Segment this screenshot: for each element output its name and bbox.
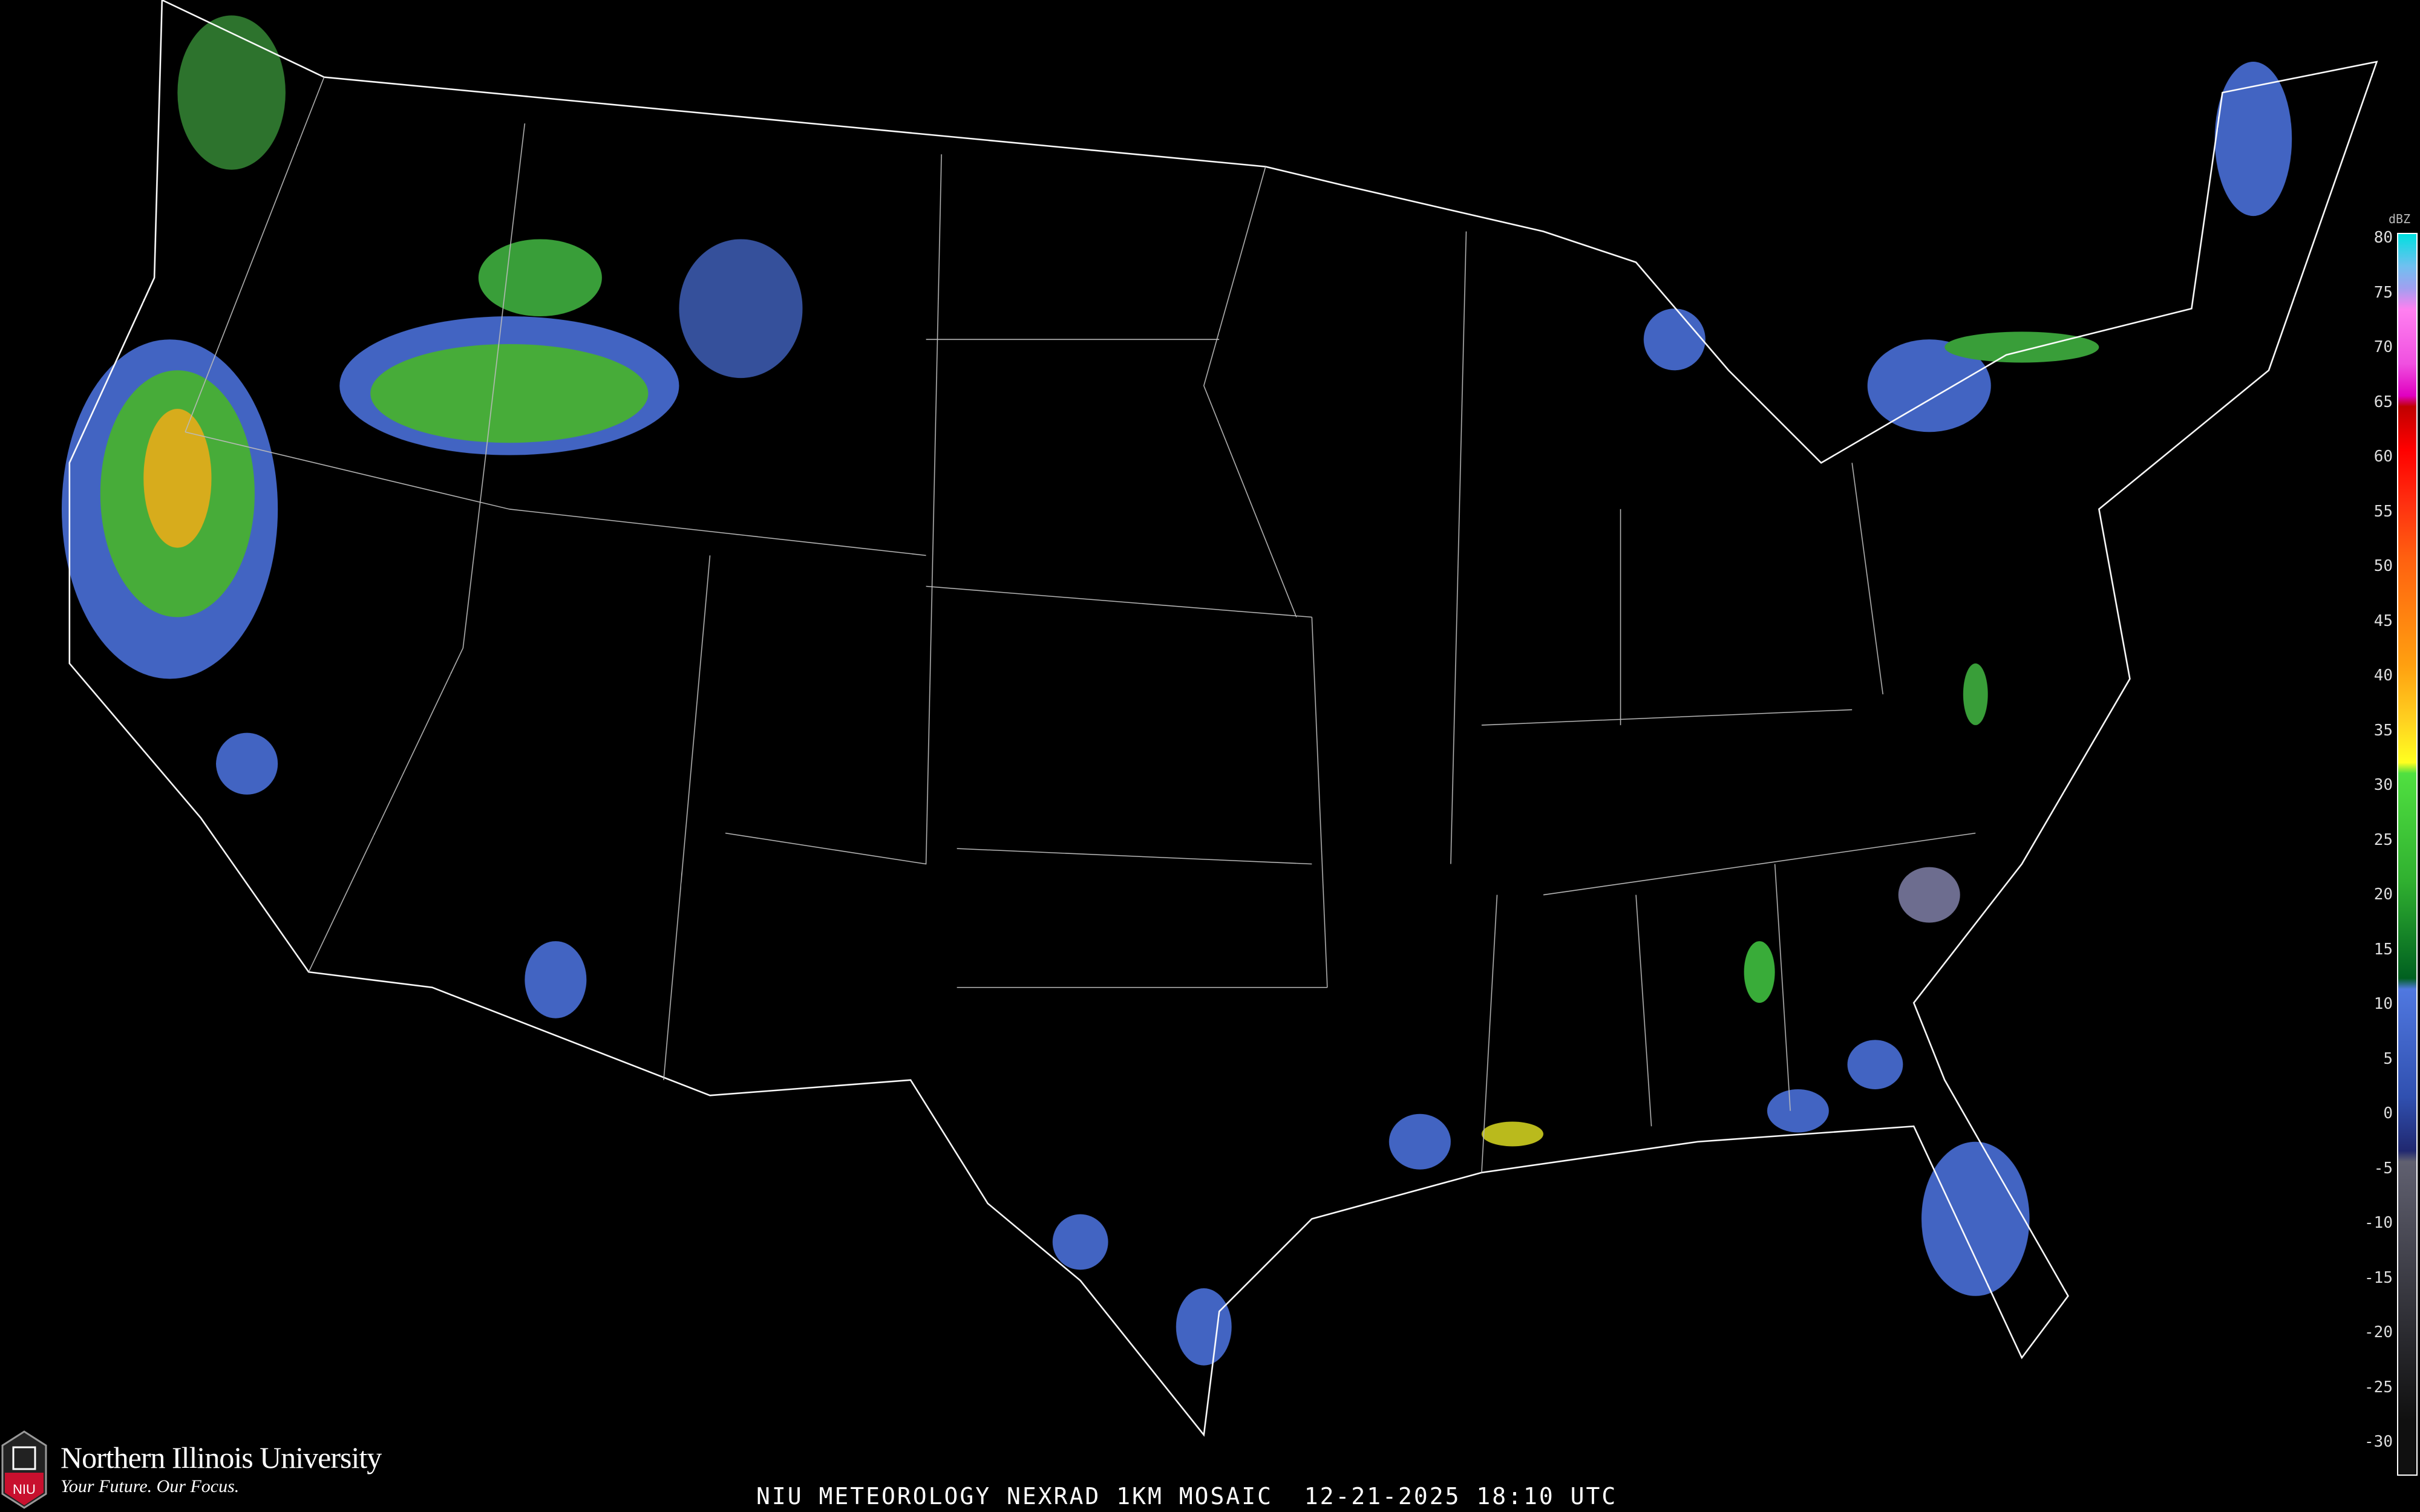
legend-unit: dBZ xyxy=(2389,212,2411,226)
legend-tick: -10 xyxy=(2364,1214,2393,1232)
legend-tick: 60 xyxy=(2373,448,2393,466)
radar-echoes xyxy=(62,15,2292,1366)
legend-tick: 20 xyxy=(2373,885,2393,904)
state-lines xyxy=(185,77,1976,1173)
legend-tick: -20 xyxy=(2364,1323,2393,1341)
legend-tick: 30 xyxy=(2373,776,2393,794)
legend-tick: 70 xyxy=(2373,338,2393,356)
legend-tick: 0 xyxy=(2383,1104,2393,1123)
legend-tick: 40 xyxy=(2373,666,2393,685)
legend-tick: -15 xyxy=(2364,1268,2393,1287)
university-tagline: Your Future. Our Focus. xyxy=(60,1476,240,1496)
legend-tick: 75 xyxy=(2373,283,2393,302)
legend-tick: 80 xyxy=(2373,229,2393,247)
niu-logo: NIU Northern Illinois University Your Fu… xyxy=(0,1430,382,1509)
university-name: Northern Illinois University xyxy=(60,1441,382,1475)
legend-tick: 5 xyxy=(2383,1049,2393,1068)
map-title: NIU METEOROLOGY NEXRAD 1KM MOSAIC 12-21-… xyxy=(756,1483,1618,1510)
legend-tick: 65 xyxy=(2373,393,2393,411)
legend-tick: -30 xyxy=(2364,1433,2393,1451)
legend-tick: 15 xyxy=(2373,940,2393,959)
us-border xyxy=(68,0,2378,1437)
shield-text: NIU xyxy=(13,1482,36,1497)
legend-tick: 55 xyxy=(2373,502,2393,521)
niu-shield-icon: NIU xyxy=(1,1430,47,1509)
legend-tick: 35 xyxy=(2373,721,2393,740)
legend-tick: 25 xyxy=(2373,830,2393,849)
legend-tick: 10 xyxy=(2373,995,2393,1013)
legend-tick: 50 xyxy=(2373,557,2393,575)
legend-color-bar xyxy=(2397,233,2418,1476)
legend-tick: 45 xyxy=(2373,611,2393,630)
legend-tick: -5 xyxy=(2373,1159,2393,1178)
legend-tick: -25 xyxy=(2364,1378,2393,1396)
